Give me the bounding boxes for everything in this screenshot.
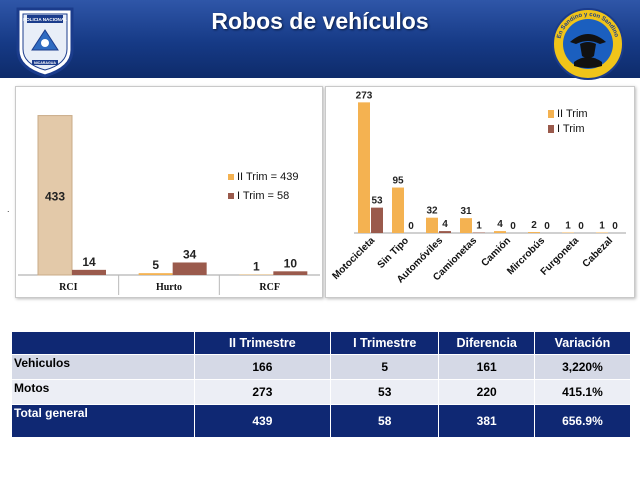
category-label: RCF xyxy=(259,282,280,293)
table-row: Vehiculos 166 5 161 3,220% xyxy=(11,354,632,380)
data-label: 53 xyxy=(371,196,383,207)
category-label: Hurto xyxy=(156,282,182,293)
data-label: 5 xyxy=(152,258,159,272)
table-cell: 3,220% xyxy=(533,354,632,380)
data-label: 433 xyxy=(45,189,65,203)
data-label: 0 xyxy=(578,221,584,232)
bar-ii-trim xyxy=(138,273,173,275)
bar-ii-trim xyxy=(358,102,370,233)
chart-robo-tipo: 433 14 RCI 5 34 Hurto 1 10 RCF II Trim = 439 I Tri… xyxy=(18,115,320,295)
data-label: 0 xyxy=(544,221,550,232)
table-row: Motos 273 53 220 415.1% xyxy=(11,379,632,405)
table-header-row: II Trimestre I Trimestre Diferencia Vari… xyxy=(11,331,632,355)
data-label: 31 xyxy=(460,206,472,217)
data-label: 95 xyxy=(392,176,404,187)
table-cell: 415.1% xyxy=(533,379,632,405)
bar-ii-trim xyxy=(494,231,506,233)
data-label: 32 xyxy=(426,206,438,217)
table-cell: 53 xyxy=(329,379,440,405)
bar-ii-trim xyxy=(528,232,540,233)
row-label: Motos xyxy=(11,379,195,405)
row-label: Vehiculos xyxy=(11,354,195,380)
data-label: 1 xyxy=(253,260,260,274)
table-cell: 439 xyxy=(193,404,331,438)
data-label: 0 xyxy=(612,221,618,232)
legend-swatch xyxy=(228,174,234,180)
bar-i-trim xyxy=(371,207,383,233)
data-label: 0 xyxy=(510,221,516,232)
data-label: 14 xyxy=(82,255,96,269)
legend-swatch xyxy=(228,193,234,199)
table-cell: 161 xyxy=(438,354,535,380)
data-label: 1 xyxy=(599,221,605,232)
table-total-row: Total general 439 58 381 656.9% xyxy=(11,404,632,438)
chart-panel-vehiculo: 273 53 Motocicleta 95 0 Sin Tipo 32 4 Automóvile… xyxy=(325,86,635,298)
bar-i-trim xyxy=(172,262,207,275)
legend-entry: I Trim xyxy=(557,123,585,135)
header-bar xyxy=(0,0,640,78)
category-label: RCI xyxy=(59,282,77,293)
bar-ii-trim xyxy=(460,218,472,233)
row-label: Total general xyxy=(11,404,195,438)
bar-ii-trim xyxy=(392,187,404,233)
summary-table: II Trimestre I Trimestre Diferencia Vari… xyxy=(11,331,632,438)
category-label: Camión xyxy=(479,235,513,269)
category-label: Motocicleta xyxy=(330,235,377,282)
table-header-cell: Variación xyxy=(533,331,632,355)
sandino-seal-logo: En Sandino y con Sandino xyxy=(552,8,624,80)
logo-left-subtext: NICARAGUA xyxy=(34,61,56,65)
data-label: 2 xyxy=(531,220,537,231)
table-cell: 58 xyxy=(329,404,440,438)
table-cell: 220 xyxy=(438,379,535,405)
table-cell: 273 xyxy=(193,379,331,405)
chart-panel-tipo: 433 14 RCI 5 34 Hurto 1 10 RCF II Trim = 439 I Tri… xyxy=(15,86,323,298)
policia-nacional-logo: POLICIA NACIONAL NICARAGUA xyxy=(16,7,74,78)
bar-ii-trim xyxy=(426,217,438,233)
table-cell: 166 xyxy=(193,354,331,380)
legend-entry: II Trim = 439 xyxy=(237,171,298,183)
table-header-cell: Diferencia xyxy=(438,331,535,355)
table-header-cell xyxy=(11,331,195,355)
page-title: Robos de vehículos xyxy=(211,8,429,34)
data-label: 0 xyxy=(408,221,414,232)
data-label: 4 xyxy=(442,219,448,230)
logo-left-text: POLICIA NACIONAL xyxy=(23,17,67,22)
legend-entry: II Trim xyxy=(557,108,588,120)
legend-swatch xyxy=(548,110,554,118)
table-cell: 381 xyxy=(438,404,535,438)
data-label: 34 xyxy=(183,247,197,261)
legend-entry: I Trim = 58 xyxy=(237,190,289,202)
table-header-cell: II Trimestre xyxy=(193,331,331,355)
table-cell: 656.9% xyxy=(533,404,632,438)
category-label: Cabezal xyxy=(581,235,616,270)
data-label: 1 xyxy=(476,221,482,232)
bar-i-trim xyxy=(273,271,308,275)
table-header-cell: I Trimestre xyxy=(329,331,440,355)
data-label: 4 xyxy=(497,219,503,230)
legend-swatch xyxy=(548,125,554,133)
bar-i-trim xyxy=(72,269,106,275)
data-label: 273 xyxy=(356,90,373,101)
data-label: 1 xyxy=(565,221,571,232)
table-cell: 5 xyxy=(329,354,440,380)
bar-ii-trim xyxy=(37,115,73,276)
bar-i-trim xyxy=(439,231,451,233)
data-label: 10 xyxy=(284,256,298,270)
